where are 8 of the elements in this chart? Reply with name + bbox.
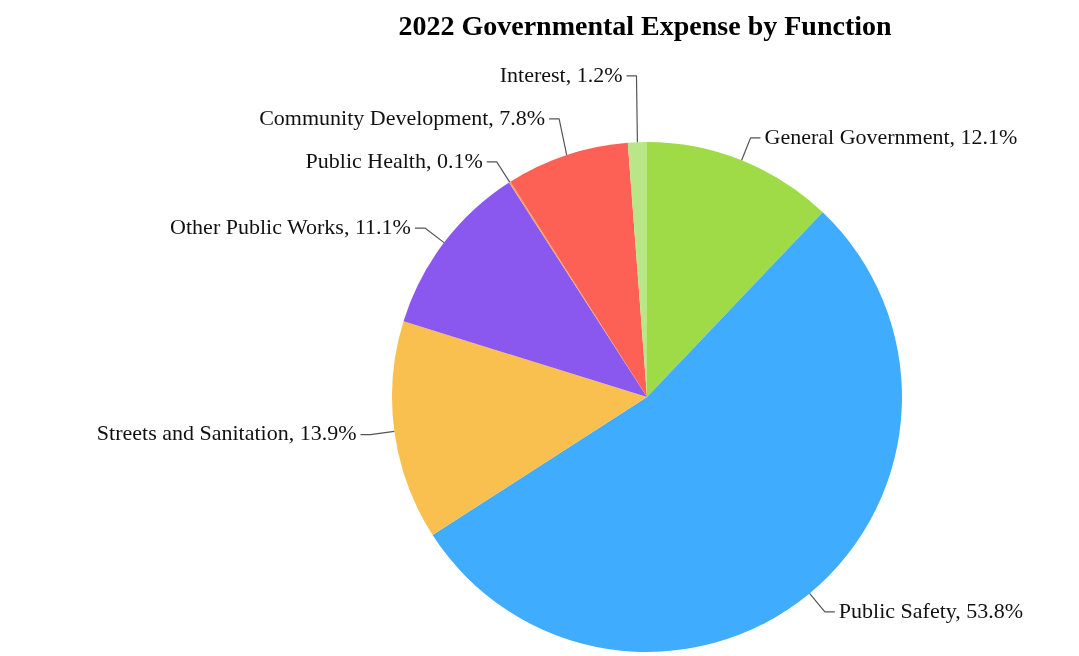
chart-title: 2022 Governmental Expense by Function <box>398 10 892 42</box>
slice-label: Community Development, 7.8% <box>259 104 546 130</box>
slice-label: General Government, 12.1% <box>764 123 1018 149</box>
slice-label: Public Safety, 53.8% <box>838 597 1024 623</box>
slice-label: Public Health, 0.1% <box>305 147 483 173</box>
slice-label: Other Public Works, 11.1% <box>170 213 411 239</box>
slice-label: Interest, 1.2% <box>499 61 623 87</box>
slice-label: Streets and Sanitation, 13.9% <box>96 420 357 446</box>
